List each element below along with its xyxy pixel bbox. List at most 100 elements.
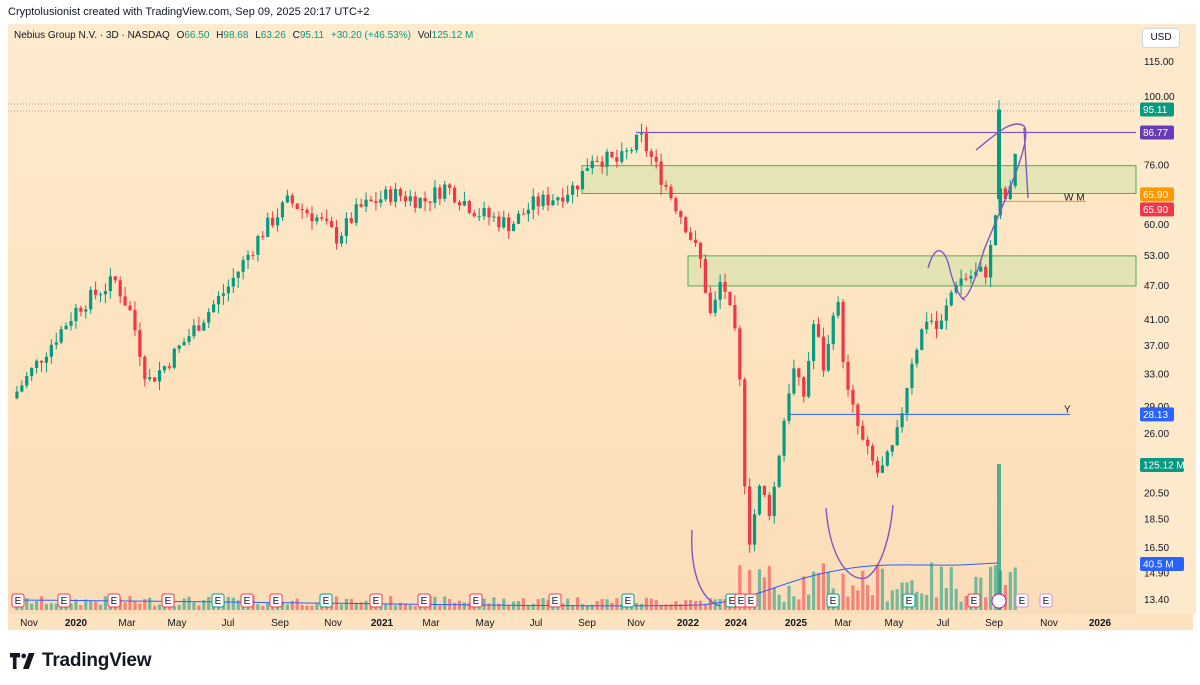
- tradingview-logo[interactable]: TradingView: [10, 650, 152, 672]
- symbol-name: Nebius Group N.V. · 3D · NASDAQ: [14, 30, 170, 41]
- volume-bar: [993, 565, 998, 610]
- candle-body: [792, 368, 796, 394]
- volume-bar: [526, 605, 530, 610]
- chart-area[interactable]: [8, 24, 1193, 630]
- volume-bar: [349, 598, 353, 610]
- x-axis-tick-label: Sep: [578, 618, 596, 629]
- candle-body: [541, 194, 545, 207]
- earnings-event-icon: [548, 593, 562, 608]
- volume-bar: [590, 604, 594, 610]
- volume-bar: [777, 594, 781, 610]
- close-value: 95.11: [299, 30, 325, 41]
- candle-body: [94, 289, 98, 295]
- candle-body: [384, 189, 388, 200]
- volume-bar: [826, 571, 830, 610]
- volume-bar: [821, 563, 826, 610]
- candle-body: [290, 195, 294, 204]
- volume-bar: [300, 604, 304, 610]
- volume-bar: [610, 602, 614, 610]
- candle-body: [993, 215, 998, 245]
- candle-body: [566, 194, 570, 202]
- volume-bar: [930, 562, 934, 610]
- volume-bar: [69, 603, 73, 610]
- volume-bar: [944, 588, 948, 610]
- volume-bar: [261, 605, 265, 610]
- earnings-event-letter: E: [625, 596, 632, 607]
- volume-bar: [98, 604, 103, 610]
- candle-body: [507, 217, 511, 232]
- candle-body: [649, 151, 653, 157]
- open-value: 66.50: [184, 30, 210, 41]
- candle-body: [684, 217, 688, 233]
- candle-body: [846, 361, 850, 390]
- candle-body: [925, 321, 929, 330]
- candle-body: [374, 201, 378, 203]
- volume-bar: [438, 605, 442, 610]
- volume-bar: [79, 605, 83, 610]
- volume-bar: [989, 566, 993, 610]
- price-tag-label: 125.12 M: [1143, 461, 1185, 472]
- volume-bar: [718, 598, 722, 610]
- y-axis-tick-label: 37.00: [1144, 341, 1169, 352]
- candle-body: [448, 184, 452, 188]
- currency-button[interactable]: USD: [1142, 28, 1180, 48]
- candle-body: [1008, 185, 1012, 199]
- weekly-monthly-label: W M: [1064, 192, 1085, 203]
- candle-body: [964, 278, 968, 280]
- volume-bar: [413, 605, 417, 610]
- candle-body: [89, 289, 93, 310]
- candle-body: [777, 455, 781, 487]
- volume-bar: [979, 577, 983, 610]
- candle-body: [910, 363, 914, 388]
- volume-bar: [354, 602, 358, 610]
- volume-bar: [959, 601, 963, 610]
- candle-body: [330, 220, 334, 228]
- candle-body: [423, 198, 427, 202]
- y-axis-tick-label: 76.00: [1144, 161, 1169, 172]
- candle-body: [821, 336, 826, 371]
- candle-body: [143, 356, 147, 380]
- volume-bar: [870, 595, 875, 610]
- volume-bar: [54, 603, 58, 610]
- x-axis-tick-label: Mar: [118, 618, 136, 629]
- candle-body: [295, 203, 299, 210]
- price-tag-background: [1140, 557, 1184, 571]
- candle-body: [457, 202, 462, 206]
- volume-bar: [846, 596, 850, 610]
- volume-bar: [679, 604, 683, 610]
- candle-body: [826, 344, 830, 371]
- volume-bar: [772, 587, 776, 610]
- candle-body: [413, 196, 417, 208]
- earnings-event-letter: E: [111, 596, 118, 607]
- volume-bar: [866, 585, 870, 610]
- candle-body: [162, 366, 167, 371]
- y-axis-tick-label: 47.00: [1144, 281, 1169, 292]
- candle-body: [713, 299, 717, 313]
- earnings-event-letter: E: [421, 596, 428, 607]
- earnings-event-icon: [161, 593, 175, 608]
- earnings-event-icon: [319, 593, 333, 608]
- volume-bar: [295, 598, 299, 610]
- candle-body: [905, 387, 909, 414]
- candle-body: [128, 305, 132, 311]
- candle-body: [895, 427, 899, 446]
- earnings-event-letter: E: [748, 596, 755, 607]
- candle-body: [930, 320, 934, 322]
- volume-bar: [310, 605, 314, 610]
- price-chart[interactable]: YW ME E E E E E E E E E E E E E E E E E E E E115.00100.0076.…: [0, 0, 1200, 634]
- earnings-event-icon: [240, 593, 254, 608]
- candle-body: [226, 286, 230, 294]
- price-tag-background: [1140, 125, 1174, 140]
- volume-bar: [974, 576, 978, 610]
- candle-body: [285, 195, 289, 203]
- price-tag: 86.77: [1140, 125, 1174, 140]
- price-tag-background: [1140, 458, 1184, 472]
- candle-body: [659, 161, 663, 185]
- x-axis-tick-label: May: [168, 618, 187, 629]
- volume-bar: [782, 601, 786, 610]
- volume-bar: [433, 596, 437, 610]
- volume-bar: [925, 594, 929, 610]
- candle-body: [98, 294, 103, 296]
- volume-bar: [792, 596, 796, 610]
- volume-bar: [575, 597, 580, 610]
